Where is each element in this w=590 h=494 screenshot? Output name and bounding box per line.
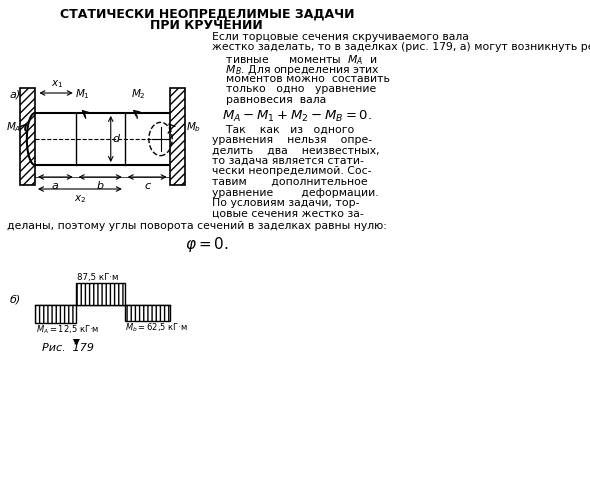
Polygon shape — [73, 339, 80, 346]
Text: Так    как   из   одного: Так как из одного — [212, 124, 354, 134]
Text: равновесия  вала: равновесия вала — [212, 95, 326, 105]
Text: 87,5 кГ·м: 87,5 кГ·м — [77, 273, 119, 282]
Bar — [19, 88, 35, 185]
Bar — [170, 88, 185, 185]
Text: уравнения    нельзя    опре-: уравнения нельзя опре- — [212, 135, 372, 145]
Text: По условиям задачи, тор-: По условиям задачи, тор- — [212, 198, 359, 208]
Text: цовые сечения жестко за-: цовые сечения жестко за- — [212, 208, 363, 218]
Text: деланы, поэтому углы поворота сечений в заделках равны нулю:: деланы, поэтому углы поворота сечений в … — [7, 221, 387, 231]
Text: $M_b$: $M_b$ — [186, 120, 202, 134]
Text: $M_A{=}12{,}5$ кГ·м: $M_A{=}12{,}5$ кГ·м — [36, 324, 99, 336]
Text: ПРИ КРУЧЕНИИ: ПРИ КРУЧЕНИИ — [150, 19, 263, 32]
Text: $M_A - M_1 + M_2 - M_B = 0.$: $M_A - M_1 + M_2 - M_B = 0.$ — [222, 109, 372, 124]
Bar — [76, 283, 124, 305]
Text: $x_1$: $x_1$ — [51, 78, 64, 90]
Text: то задача является стати-: то задача является стати- — [212, 156, 363, 166]
Bar — [170, 88, 185, 185]
Text: $M_b{=}62{,}5$ кГ·м: $M_b{=}62{,}5$ кГ·м — [126, 322, 189, 334]
Text: только   одно   уравнение: только одно уравнение — [212, 84, 376, 94]
Text: тивные      моменты  $M_A$  и: тивные моменты $M_A$ и — [212, 53, 377, 67]
Bar — [124, 305, 170, 321]
Text: $\varphi = 0.$: $\varphi = 0.$ — [185, 235, 229, 253]
Text: d: d — [112, 134, 119, 144]
Bar — [19, 88, 35, 185]
Text: б): б) — [10, 295, 21, 305]
Text: b: b — [97, 181, 104, 191]
Text: тавим       дополнительное: тавим дополнительное — [212, 177, 368, 187]
Text: $M_2$: $M_2$ — [132, 87, 146, 101]
Text: а): а) — [10, 90, 21, 100]
Text: моментов можно  составить: моментов можно составить — [212, 74, 389, 84]
Text: СТАТИЧЕСКИ НЕОПРЕДЕЛИМЫЕ ЗАДАЧИ: СТАТИЧЕСКИ НЕОПРЕДЕЛИМЫЕ ЗАДАЧИ — [60, 8, 354, 21]
Text: Если торцовые сечения скручиваемого вала: Если торцовые сечения скручиваемого вала — [212, 32, 468, 42]
Text: Рис.  179: Рис. 179 — [42, 343, 94, 353]
Bar — [35, 305, 76, 323]
Text: жестко заделать, то в заделках (рис. 179, а) могут возникнуть реак-: жестко заделать, то в заделках (рис. 179… — [212, 42, 590, 52]
Text: делить    два    неизвестных,: делить два неизвестных, — [212, 146, 379, 156]
Text: чески неопределимой. Сос-: чески неопределимой. Сос- — [212, 166, 371, 176]
Bar — [124, 305, 170, 321]
Text: c: c — [144, 181, 150, 191]
Text: $x_2$: $x_2$ — [74, 193, 86, 205]
Text: уравнение        деформации.: уравнение деформации. — [212, 188, 378, 198]
Text: $M_A$: $M_A$ — [6, 120, 21, 134]
Text: a: a — [52, 181, 59, 191]
Text: $M_1$: $M_1$ — [76, 87, 90, 101]
Bar — [76, 283, 124, 305]
Bar — [35, 305, 76, 323]
Text: $M_B$. Для определения этих: $M_B$. Для определения этих — [212, 64, 379, 77]
